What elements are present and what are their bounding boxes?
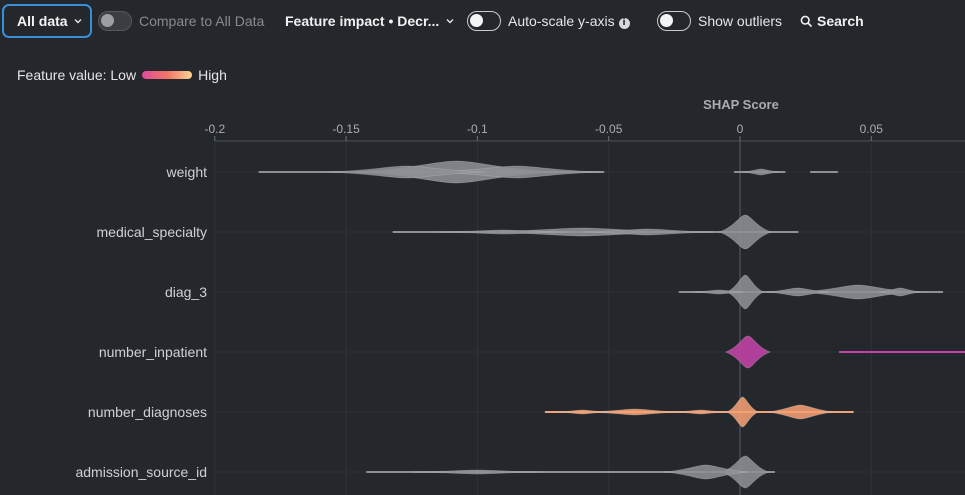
feature-label: admission_source_id — [75, 464, 207, 480]
legend-gradient — [142, 71, 193, 79]
data-filter-dropdown[interactable]: All data — [2, 4, 92, 38]
compare-label: Compare to All Data — [139, 13, 265, 29]
feature-row[interactable]: weight — [166, 160, 965, 184]
feature-label: number_inpatient — [99, 344, 207, 360]
autoscale-label: Auto-scale y-axis i — [508, 13, 630, 29]
feature-label: medical_specialty — [97, 224, 208, 240]
feature-label: number_diagnoses — [88, 404, 207, 420]
data-filter-label: All data — [17, 13, 68, 29]
violin-density — [879, 287, 922, 297]
search-button[interactable]: Search — [800, 13, 864, 29]
violin-density — [327, 165, 486, 179]
violin-density — [556, 409, 609, 415]
tick-label: -0.1 — [467, 122, 488, 136]
feature-value-legend: Feature value: Low High — [17, 67, 227, 83]
chevron-down-icon — [446, 19, 454, 24]
feature-label: diag_3 — [165, 284, 207, 300]
tick-label: -0.2 — [204, 122, 225, 136]
outliers-label: Show outliers — [698, 13, 783, 29]
violin-density — [432, 165, 601, 179]
outliers-toggle[interactable] — [657, 11, 691, 31]
search-icon — [800, 15, 813, 27]
feature-rows: weight medical_specialty diag_3 number_inpa… — [75, 160, 965, 489]
tick-label: 0.05 — [860, 122, 884, 136]
feature-row[interactable]: medical_specialty — [97, 214, 965, 250]
violin-density — [692, 289, 746, 295]
violin-density — [674, 409, 727, 415]
x-axis: -0.2 -0.15 -0.1 -0.05 0 0.05 — [204, 122, 965, 495]
feature-sort-label: Feature impact • Decr... — [285, 13, 440, 29]
compare-toggle[interactable] — [98, 11, 132, 31]
feature-row[interactable]: admission_source_id — [75, 455, 965, 489]
feature-label: weight — [166, 164, 208, 180]
autoscale-toggle[interactable] — [467, 11, 501, 31]
violin-density — [766, 404, 835, 420]
violin-density — [725, 396, 760, 428]
feature-sort-dropdown[interactable]: Feature impact • Decr... — [285, 13, 455, 29]
chevron-down-icon — [74, 19, 82, 24]
violin-density — [582, 228, 714, 236]
x-axis-title: SHAP Score — [703, 97, 779, 112]
violin-density — [742, 168, 780, 176]
violin-density — [663, 464, 748, 480]
violin-density — [724, 335, 772, 369]
tick-label: -0.15 — [332, 122, 360, 136]
legend-low-label: Feature value: Low — [17, 67, 137, 83]
violin-density — [717, 214, 773, 250]
tick-label: -0.05 — [595, 122, 623, 136]
feature-row[interactable]: number_inpatient — [99, 335, 965, 369]
tick-label: 0 — [737, 122, 744, 136]
feature-row[interactable]: diag_3 — [165, 274, 965, 310]
violin-density — [411, 469, 544, 475]
feature-row[interactable]: number_diagnoses — [88, 396, 965, 428]
violin-density — [766, 287, 830, 297]
search-label: Search — [817, 13, 864, 29]
info-icon[interactable]: i — [618, 18, 630, 29]
toolbar: All data Compare to All Data Feature imp… — [0, 0, 965, 44]
legend-high-label: High — [198, 67, 227, 83]
violin-density — [438, 229, 570, 235]
